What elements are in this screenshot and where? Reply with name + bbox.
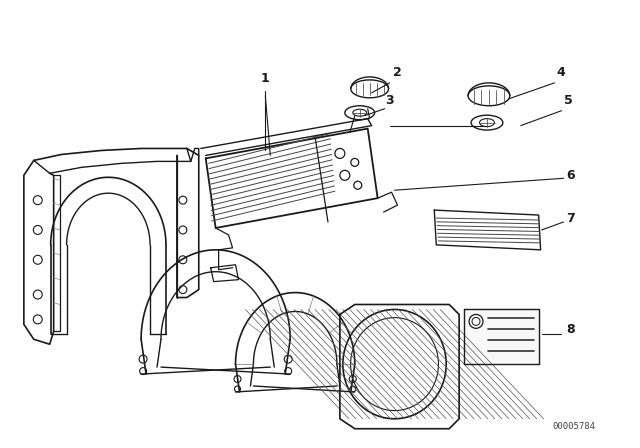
- Text: 8: 8: [566, 323, 575, 336]
- Text: 3: 3: [385, 94, 394, 107]
- Polygon shape: [464, 310, 539, 364]
- Text: 4: 4: [556, 66, 565, 79]
- Text: 00005784: 00005784: [552, 422, 595, 431]
- Text: 7: 7: [566, 211, 575, 224]
- Text: 5: 5: [564, 94, 573, 107]
- Text: 6: 6: [566, 169, 575, 182]
- Text: 1: 1: [261, 73, 269, 86]
- Text: 2: 2: [393, 66, 402, 79]
